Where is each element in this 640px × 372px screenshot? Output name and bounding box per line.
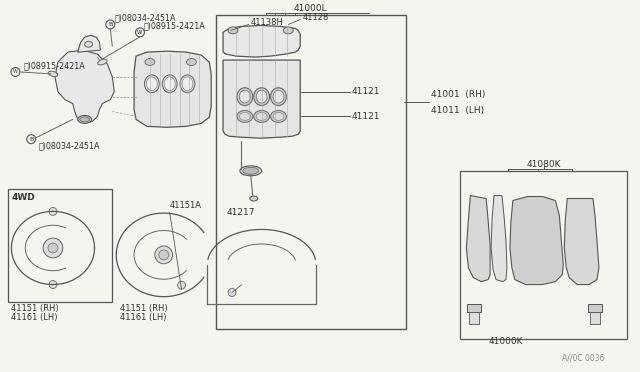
Ellipse shape [240,166,262,176]
Text: 41001  (RH): 41001 (RH) [431,90,485,99]
Circle shape [106,20,115,29]
Ellipse shape [84,41,93,47]
Text: 41151A: 41151A [170,201,202,211]
Polygon shape [55,50,115,124]
Ellipse shape [273,112,284,121]
Ellipse shape [284,27,293,34]
Circle shape [136,28,145,37]
Ellipse shape [273,90,284,103]
Bar [590,312,600,324]
Text: Ⓦ)08915-2421A: Ⓦ)08915-2421A [144,21,205,31]
Ellipse shape [145,58,155,65]
Polygon shape [223,60,300,138]
Polygon shape [467,196,490,282]
Text: 41000L: 41000L [293,4,327,13]
Bar [460,171,627,339]
Ellipse shape [164,77,175,91]
Ellipse shape [237,88,253,106]
Bar [8,189,112,302]
Ellipse shape [79,117,90,122]
Ellipse shape [253,88,269,106]
Text: B: B [29,137,33,142]
Ellipse shape [271,110,286,122]
Text: 41151 (RH): 41151 (RH) [120,304,168,313]
Circle shape [228,289,236,296]
Ellipse shape [48,71,58,77]
Ellipse shape [253,110,269,122]
Polygon shape [491,196,507,282]
Text: A//0C 0036: A//0C 0036 [563,354,605,363]
Bar [467,304,481,312]
Text: W: W [137,30,143,35]
Ellipse shape [239,112,250,121]
Polygon shape [564,199,599,285]
Text: Ⓥ)08915-2421A: Ⓥ)08915-2421A [23,61,85,70]
Bar [588,304,602,312]
Ellipse shape [237,110,253,122]
Text: 41138H: 41138H [251,18,284,27]
Ellipse shape [250,196,258,201]
Text: Ⓑ)08034-2451A: Ⓑ)08034-2451A [115,13,176,22]
Text: 41011  (LH): 41011 (LH) [431,106,484,115]
Text: 41128: 41128 [302,13,328,22]
Circle shape [49,208,57,215]
Ellipse shape [256,90,267,103]
Ellipse shape [145,75,159,93]
Polygon shape [510,196,563,285]
Polygon shape [223,25,300,57]
Circle shape [155,246,173,264]
Text: 41121: 41121 [351,87,380,96]
Bar [469,312,479,324]
Text: 41000K: 41000K [488,337,523,346]
Text: 41217: 41217 [227,208,255,217]
Circle shape [48,243,58,253]
Text: 41151 (RH): 41151 (RH) [12,304,59,313]
Ellipse shape [98,59,107,65]
Ellipse shape [239,90,250,103]
Ellipse shape [180,75,195,93]
Circle shape [27,135,36,144]
Circle shape [11,67,20,76]
Text: 41080K: 41080K [526,160,561,169]
Ellipse shape [256,112,267,121]
Text: B: B [108,22,113,27]
Ellipse shape [182,77,193,91]
Text: 4WD: 4WD [12,193,35,202]
Text: W: W [13,70,18,74]
Polygon shape [134,51,211,127]
Text: Ⓑ)08034-2451A: Ⓑ)08034-2451A [39,141,100,150]
Polygon shape [77,35,100,52]
Circle shape [49,280,57,288]
Ellipse shape [243,167,259,174]
Ellipse shape [228,27,238,34]
Text: 41161 (LH): 41161 (LH) [120,313,166,322]
Ellipse shape [147,77,157,91]
Ellipse shape [186,58,196,65]
Text: 41161 (LH): 41161 (LH) [12,313,58,322]
Circle shape [159,250,169,260]
Bar [216,15,406,329]
Circle shape [177,281,186,289]
Ellipse shape [271,88,286,106]
Ellipse shape [163,75,177,93]
Ellipse shape [77,115,92,124]
Text: 41121: 41121 [351,112,380,121]
Circle shape [43,238,63,258]
